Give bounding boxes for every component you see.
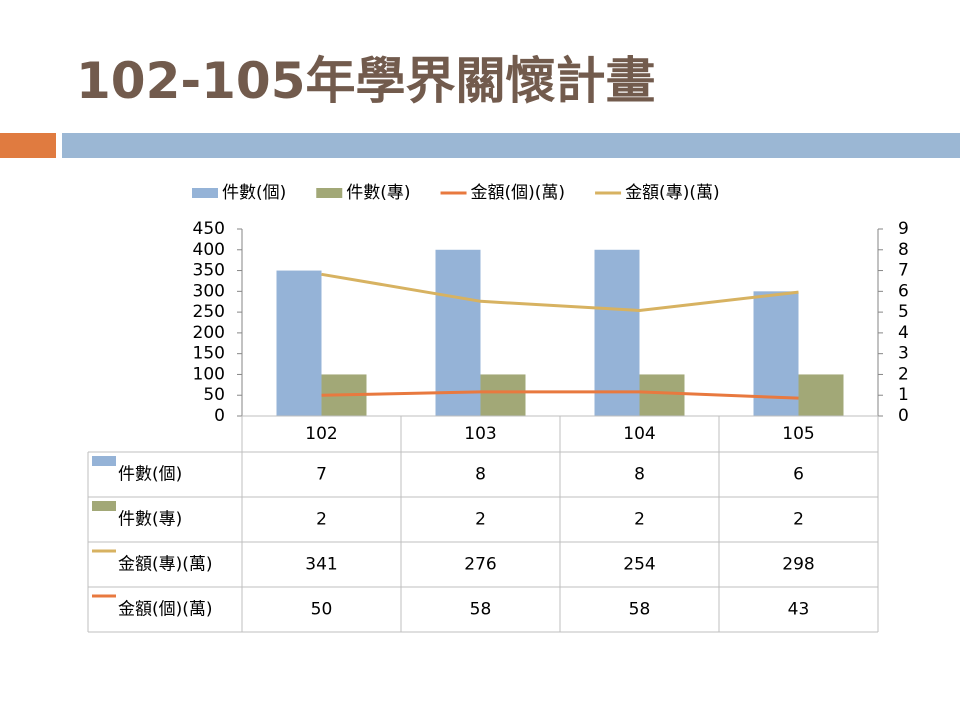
legend-label: 金額(專)(萬) — [625, 183, 720, 203]
bar — [276, 270, 322, 416]
row-label: 件數(個) — [118, 465, 182, 485]
table-value: 58 — [629, 600, 651, 620]
legend-key — [92, 456, 116, 466]
accent-bar — [0, 133, 56, 158]
y2-tick-label: 7 — [898, 261, 909, 281]
table-value: 8 — [634, 465, 645, 485]
row-label: 件數(專) — [118, 510, 182, 530]
y-tick-label: 400 — [193, 240, 225, 260]
table-value: 254 — [623, 555, 655, 575]
bar — [798, 374, 844, 416]
y-tick-label: 0 — [214, 406, 225, 426]
y2-tick-label: 1 — [898, 385, 909, 405]
line — [321, 272, 799, 312]
bar — [480, 374, 526, 416]
table-value: 2 — [316, 510, 327, 530]
slide-title: 102-105年學界關懷計畫 — [76, 52, 656, 110]
table-value: 58 — [470, 600, 492, 620]
y2-tick-label: 2 — [898, 364, 909, 384]
table-value: 6 — [793, 465, 804, 485]
legend-label: 件數(個) — [222, 183, 286, 203]
y-tick-label: 200 — [193, 323, 225, 343]
table-value: 2 — [793, 510, 804, 530]
bar — [594, 249, 640, 416]
y2-tick-label: 5 — [898, 302, 909, 322]
bar — [435, 249, 481, 416]
y2-tick-label: 6 — [898, 281, 909, 301]
row-label: 金額(專)(萬) — [118, 555, 213, 575]
legend-key — [316, 188, 343, 198]
header-bar — [62, 133, 960, 158]
legend-label: 件數(專) — [346, 183, 410, 203]
table-value: 43 — [788, 600, 810, 620]
y-tick-label: 450 — [193, 219, 225, 239]
bar — [639, 374, 685, 416]
y-tick-label: 300 — [193, 281, 225, 301]
y-tick-label: 350 — [193, 261, 225, 281]
y2-tick-label: 8 — [898, 240, 909, 260]
x-tick-label: 103 — [464, 424, 496, 444]
y2-tick-label: 4 — [898, 323, 909, 343]
y2-tick-label: 0 — [898, 406, 909, 426]
y-tick-label: 50 — [203, 385, 225, 405]
table-value: 8 — [475, 465, 486, 485]
y2-tick-label: 9 — [898, 219, 909, 239]
x-tick-label: 104 — [623, 424, 655, 444]
table-value: 50 — [311, 600, 333, 620]
legend-key — [92, 501, 116, 511]
y-tick-label: 100 — [193, 364, 225, 384]
row-label: 金額(個)(萬) — [118, 600, 213, 620]
y2-tick-label: 3 — [898, 344, 909, 364]
x-tick-label: 105 — [782, 424, 814, 444]
table-value: 341 — [305, 555, 337, 575]
table-value: 2 — [475, 510, 486, 530]
line — [321, 390, 799, 400]
x-tick-label: 102 — [305, 424, 337, 444]
y-tick-label: 250 — [193, 302, 225, 322]
legend-label: 金額(個)(萬) — [471, 183, 566, 203]
table-value: 276 — [464, 555, 496, 575]
table-value: 7 — [316, 465, 327, 485]
table-value: 2 — [634, 510, 645, 530]
table-value: 298 — [782, 555, 814, 575]
legend-key — [192, 188, 218, 198]
y-tick-label: 150 — [193, 344, 225, 364]
